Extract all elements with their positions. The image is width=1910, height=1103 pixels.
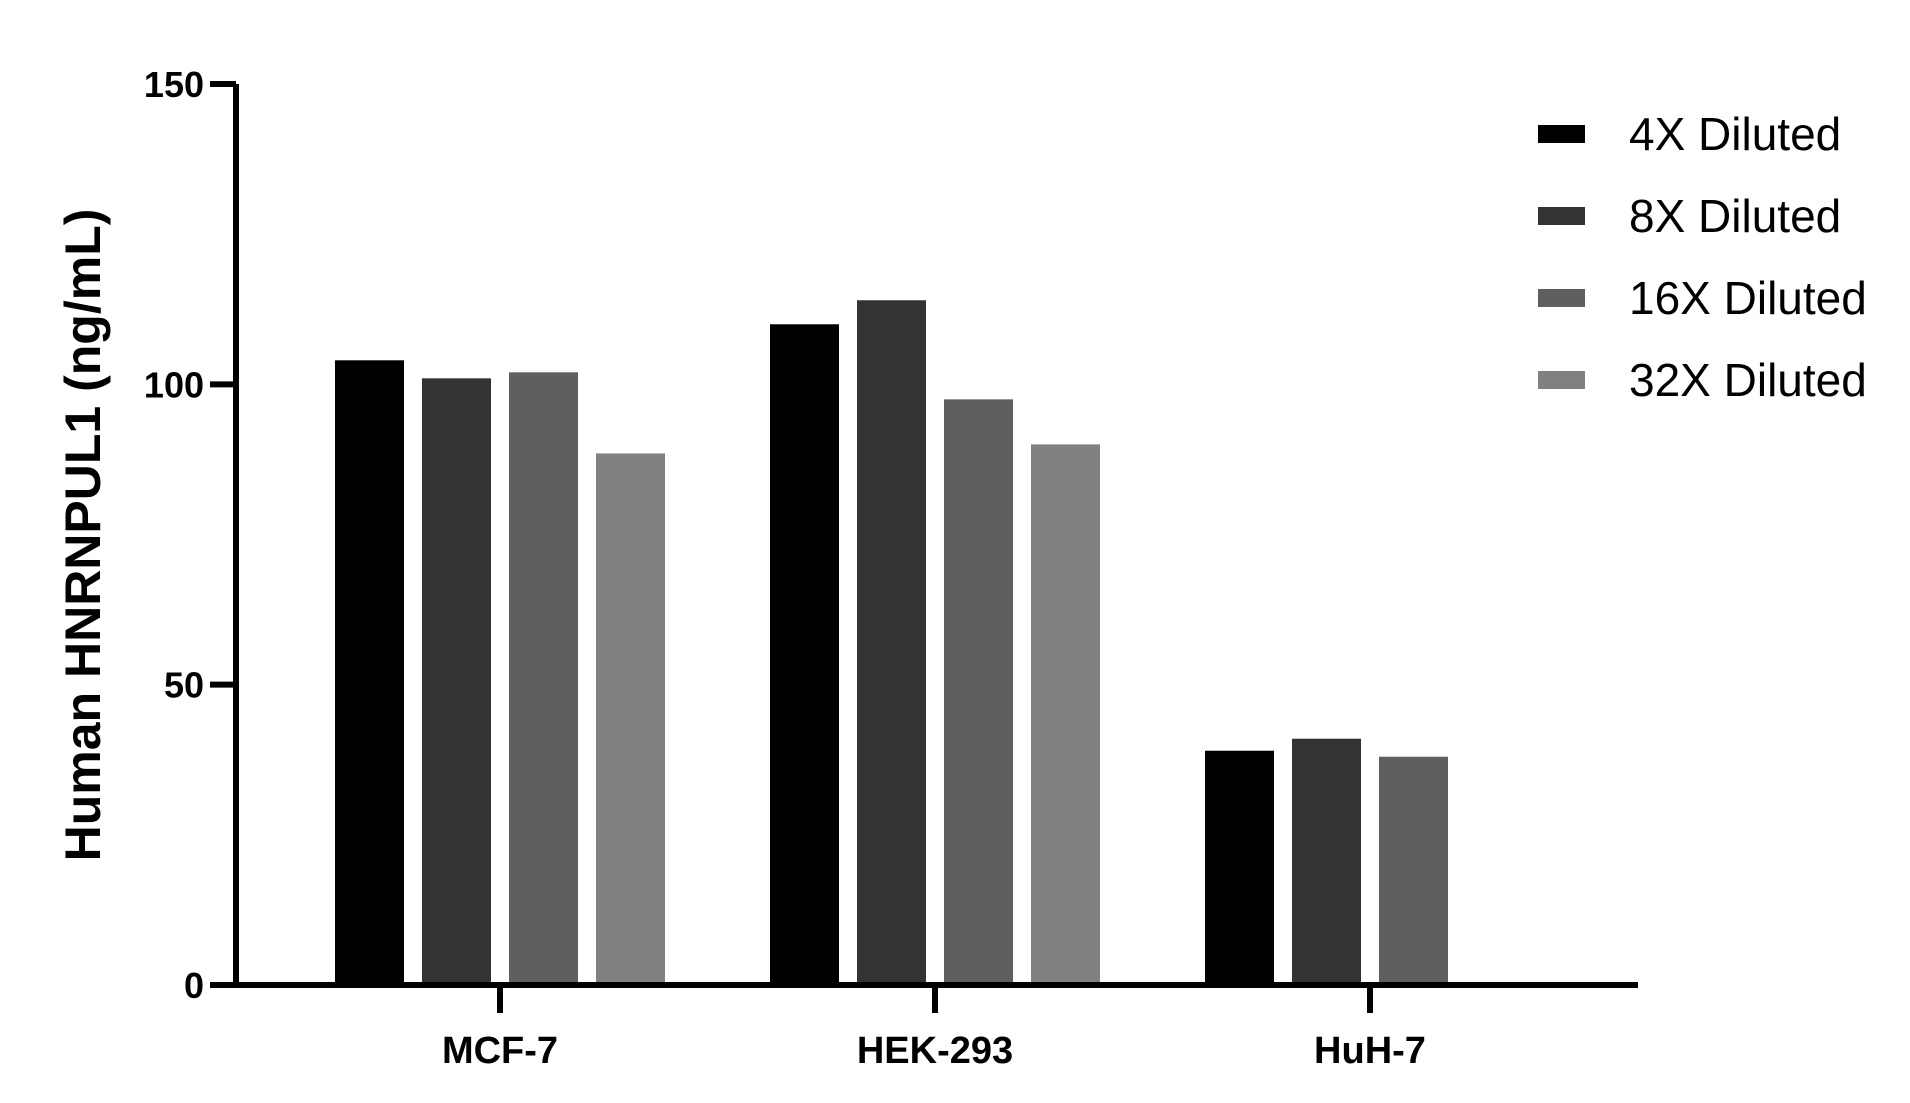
legend-swatch [1538,289,1585,307]
x-tick-label: MCF-7 [442,1030,558,1072]
y-tick-label: 0 [184,965,204,1006]
axes-group [210,84,1638,988]
bar [1031,444,1100,985]
bar [509,372,578,985]
y-tick-label: 50 [164,665,204,706]
legend-swatch [1538,207,1585,225]
bar [335,360,404,986]
bar [770,324,839,985]
legend-label: 8X Diluted [1629,190,1841,242]
legend-label: 4X Diluted [1629,108,1841,160]
bar [596,453,665,985]
legend-swatch [1538,371,1585,389]
bar [422,378,491,985]
bar [1379,756,1448,985]
y-ticks-group: 0 50 100 150 [144,64,236,1006]
x-tick-label: HEK-293 [857,1030,1013,1072]
bar [944,399,1013,986]
bars-group [335,300,1448,986]
y-tick-label: 100 [144,364,204,405]
bar [1205,750,1274,985]
bar [857,300,926,985]
y-tick-label: 150 [144,64,204,105]
legend-swatch [1538,125,1585,143]
x-ticks-group: MCF-7 HEK-293 HuH-7 [442,985,1426,1072]
x-tick-label: HuH-7 [1314,1030,1426,1072]
legend-label: 32X Diluted [1629,354,1867,406]
bar [1292,738,1361,985]
legend-label: 16X Diluted [1629,272,1867,324]
legend: 4X Diluted 8X Diluted 16X Diluted 32X Dilut… [1538,108,1867,406]
y-axis-title: Human HNRNPUL1 (ng/mL) [55,209,111,862]
